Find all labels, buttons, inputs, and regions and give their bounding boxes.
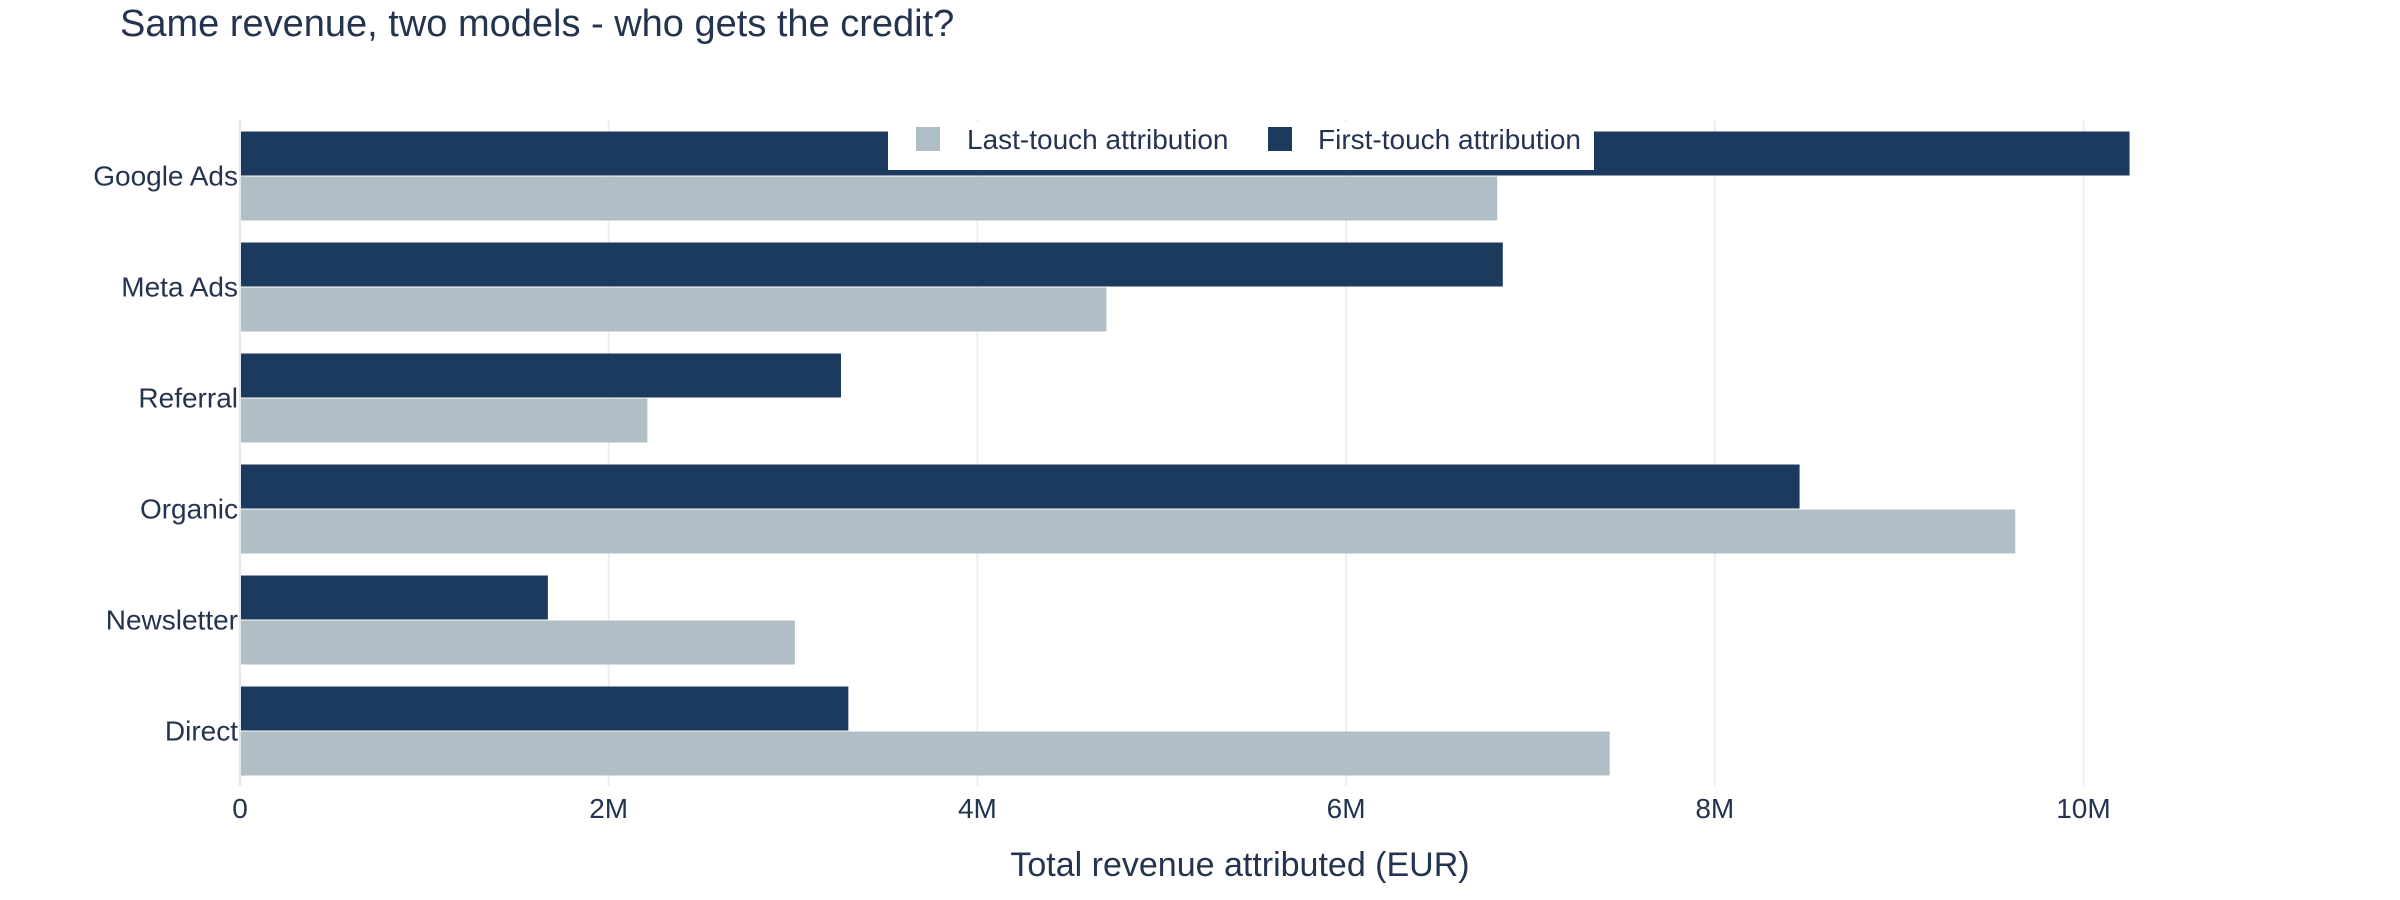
bar-first-touch (240, 686, 849, 731)
legend-swatch-first-touch (1268, 127, 1292, 151)
grid (607, 120, 2085, 786)
legend-swatch-last-touch (916, 127, 940, 151)
x-tick-label: 6M (1327, 793, 1366, 824)
category-label: Google Ads (93, 161, 238, 192)
legend-background (888, 122, 1594, 170)
bar-first-touch (240, 575, 548, 620)
x-tick-label: 2M (589, 793, 628, 824)
bar-first-touch (240, 353, 841, 398)
bar-last-touch (240, 509, 2016, 554)
bar-last-touch (240, 731, 1610, 776)
category-label: Referral (138, 383, 238, 414)
category-label: Meta Ads (121, 272, 238, 303)
bar-last-touch (240, 287, 1107, 332)
category-label: Newsletter (106, 605, 238, 636)
bars (240, 131, 2130, 776)
bar-first-touch (240, 464, 1800, 509)
x-axis-title: Total revenue attributed (EUR) (1010, 846, 1469, 884)
bar-last-touch (240, 620, 795, 665)
legend-label-first-touch: First-touch attribution (1318, 124, 1581, 155)
x-tick-label: 4M (958, 793, 997, 824)
bar-first-touch (240, 242, 1503, 287)
bar-last-touch (240, 176, 1498, 221)
x-tick-label: 0 (232, 793, 248, 824)
category-label: Organic (140, 494, 238, 525)
bar-last-touch (240, 398, 648, 443)
x-tick-label: 10M (2056, 793, 2110, 824)
chart-title: Same revenue, two models - who gets the … (120, 3, 954, 45)
category-label: Direct (165, 716, 238, 747)
x-tick-label: 8M (1695, 793, 1734, 824)
x-tick-labels: 0 2M 4M 6M 8M 10M (232, 793, 2111, 824)
legend-label-last-touch: Last-touch attribution (967, 124, 1229, 155)
category-labels: Google Ads Meta Ads Referral Organic Newslet… (93, 161, 238, 747)
legend: Last-touch attribution First-touch attri… (888, 122, 1594, 170)
